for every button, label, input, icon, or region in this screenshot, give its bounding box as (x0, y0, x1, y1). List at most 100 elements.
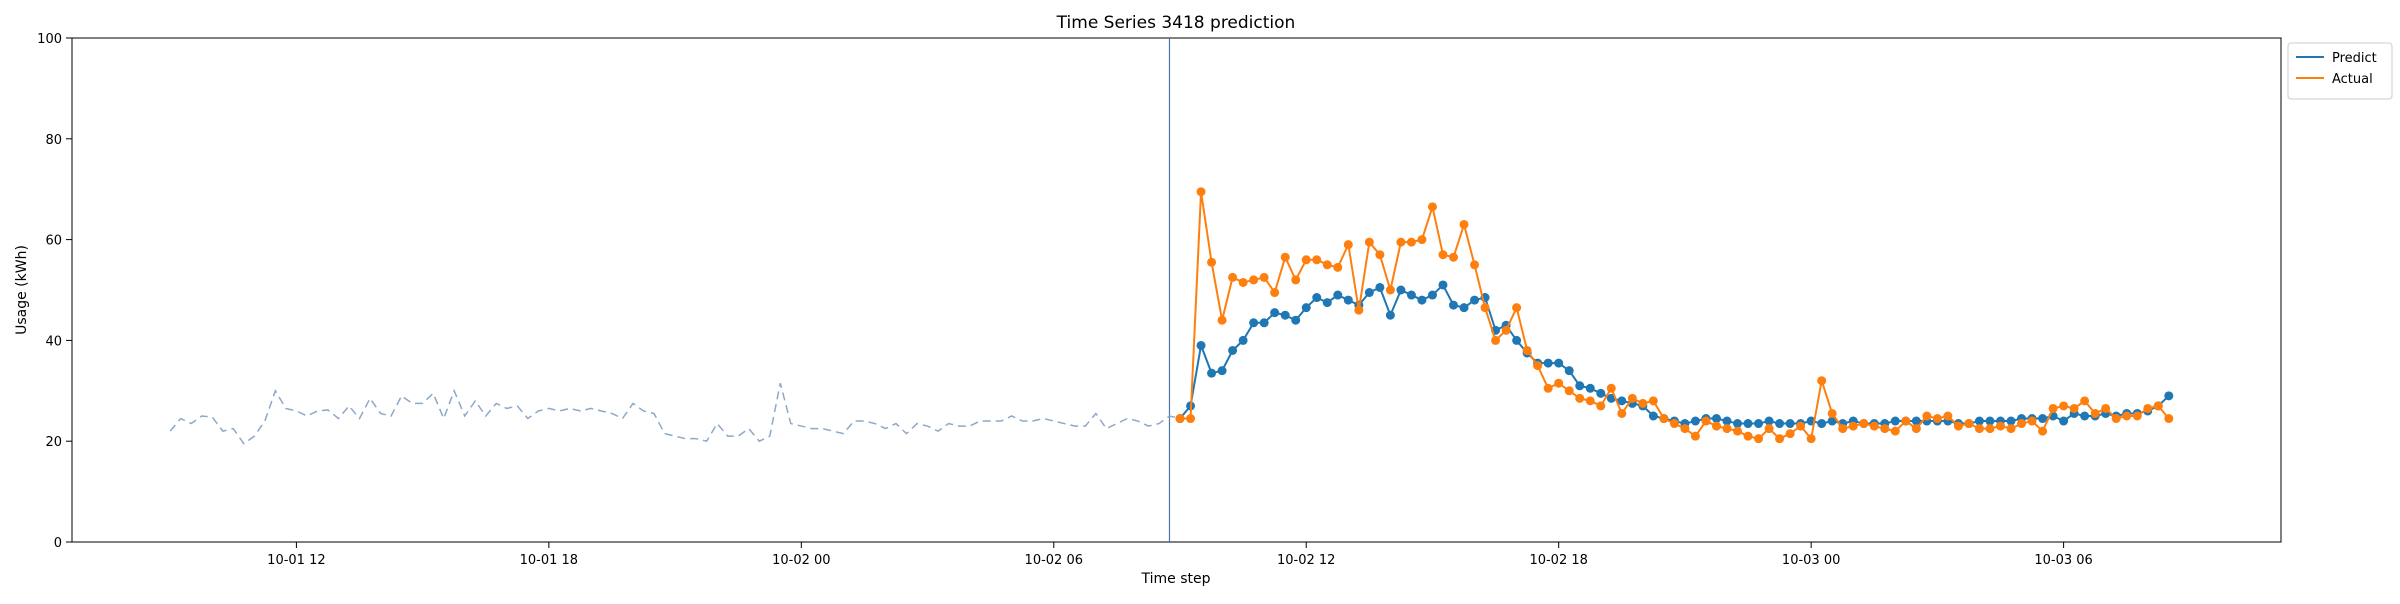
legend-label-predict: Predict (2332, 51, 2377, 66)
data-point-actual (1880, 424, 1890, 434)
plot-area: 0 20 40 60 80 100 10-01 12 10-01 18 10-02 00 10-0… (37, 32, 2282, 568)
y-tick-label: 20 (45, 435, 62, 450)
data-point-actual (1343, 240, 1353, 250)
data-point-actual (1585, 396, 1595, 406)
data-point-actual (1364, 237, 1374, 247)
data-point-actual (1606, 383, 1616, 393)
data-point-actual (1711, 421, 1721, 431)
y-tick-label: 60 (45, 234, 62, 249)
data-point-actual (2090, 408, 2100, 418)
data-point-predict (2006, 416, 2016, 426)
data-point-actual (2069, 403, 2079, 413)
y-tick-label: 100 (37, 32, 62, 47)
data-point-actual (2164, 414, 2174, 424)
data-point-actual (1396, 237, 1406, 247)
data-point-predict (1554, 358, 1564, 368)
data-point-actual (1554, 378, 1564, 388)
data-point-actual (1985, 424, 1995, 434)
x-axis-label: Time step (1141, 571, 1211, 587)
data-point-predict (1196, 340, 1206, 350)
data-point-predict (1322, 298, 1332, 308)
data-point-actual (1301, 255, 1311, 265)
data-point-actual (1249, 275, 1259, 285)
data-point-actual (1312, 255, 1322, 265)
data-point-predict (1238, 335, 1248, 345)
data-point-actual (1827, 408, 1837, 418)
data-point-actual (2006, 424, 2016, 434)
data-point-actual (1596, 401, 1606, 411)
data-point-actual (1648, 396, 1658, 406)
data-point-actual (1680, 424, 1690, 434)
data-point-actual (2143, 403, 2153, 413)
data-point-predict (1333, 290, 1343, 300)
data-point-predict (1743, 419, 1753, 429)
data-point-actual (1175, 414, 1185, 424)
data-point-actual (1512, 303, 1522, 313)
data-point-predict (1585, 383, 1595, 393)
data-point-predict (1228, 345, 1238, 355)
data-point-predict (1564, 366, 1574, 376)
data-point-actual (1995, 421, 2005, 431)
data-point-predict (1764, 416, 1774, 426)
data-point-predict (1449, 300, 1458, 310)
data-point-actual (1722, 424, 1732, 434)
data-point-predict (1722, 416, 1732, 426)
data-point-actual (1501, 325, 1511, 335)
data-point-actual (1890, 426, 1900, 436)
data-point-predict (1543, 358, 1553, 368)
data-point-actual (2059, 401, 2069, 411)
data-point-actual (1690, 431, 1700, 441)
data-point-actual (1901, 416, 1911, 426)
x-tick-label: 10-02 18 (1529, 553, 1587, 568)
data-point-actual (1427, 202, 1437, 212)
data-point-actual (1238, 277, 1248, 287)
data-point-predict (1754, 419, 1764, 429)
x-tick-label: 10-01 12 (267, 553, 325, 568)
data-point-predict (1207, 368, 1217, 378)
data-point-actual (1280, 252, 1290, 262)
data-point-predict (2038, 414, 2048, 424)
data-point-actual (1186, 414, 1196, 424)
data-point-predict (1890, 416, 1900, 426)
y-tick-label: 80 (45, 133, 62, 148)
data-point-predict (1985, 416, 1995, 426)
data-point-actual (1207, 257, 1217, 267)
data-point-predict (1270, 308, 1280, 318)
data-point-actual (1575, 393, 1585, 403)
data-point-actual (1522, 345, 1532, 355)
data-point-predict (1596, 388, 1606, 398)
data-point-predict (1427, 290, 1437, 300)
data-point-actual (1449, 252, 1458, 262)
data-point-actual (1333, 262, 1343, 272)
data-point-predict (1364, 288, 1374, 298)
data-point-actual (1775, 434, 1785, 444)
data-point-predict (1733, 419, 1743, 429)
data-point-actual (1617, 408, 1627, 418)
plot-frame (71, 37, 2282, 543)
data-point-actual (1932, 414, 1942, 424)
data-point-actual (2111, 414, 2121, 424)
data-point-predict (1217, 366, 1227, 376)
data-point-actual (2038, 426, 2048, 436)
data-point-actual (1543, 383, 1553, 393)
data-point-actual (1785, 429, 1795, 439)
data-point-actual (1859, 419, 1869, 429)
data-point-predict (1974, 416, 1984, 426)
data-point-actual (2101, 403, 2111, 413)
data-point-actual (1701, 416, 1711, 426)
data-point-actual (1943, 411, 1953, 421)
data-point-actual (1533, 361, 1543, 371)
data-point-actual (1953, 421, 1963, 431)
data-point-actual (1228, 272, 1238, 282)
data-point-predict (1417, 295, 1427, 305)
data-point-actual (1438, 250, 1448, 260)
data-point-actual (1417, 235, 1427, 245)
data-point-predict (1312, 293, 1322, 303)
data-point-predict (2059, 416, 2069, 426)
data-point-predict (1785, 419, 1795, 429)
legend-label-actual: Actual (2332, 72, 2373, 87)
x-tick-label: 10-03 00 (1782, 553, 1840, 568)
x-tick-label: 10-02 12 (1277, 553, 1335, 568)
data-point-actual (1385, 285, 1395, 295)
